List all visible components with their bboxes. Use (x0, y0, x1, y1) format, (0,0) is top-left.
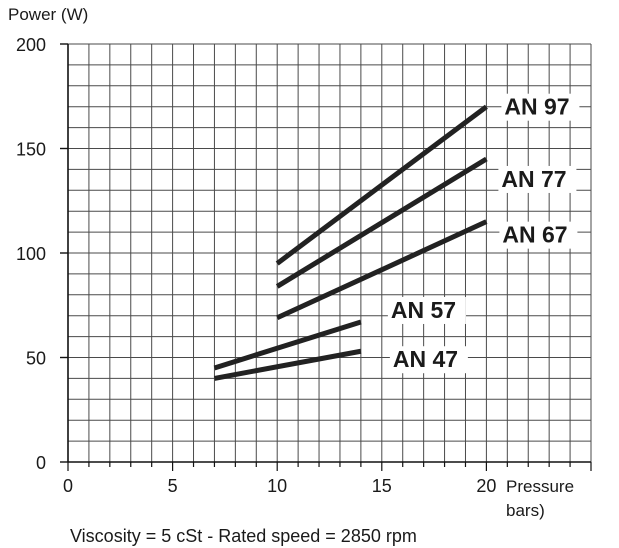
y-tick-label: 100 (16, 244, 46, 264)
y-tick-label: 0 (36, 453, 46, 473)
series-label-background (501, 93, 580, 121)
series-label-background (389, 346, 468, 374)
series-label: AN 77 (501, 166, 566, 192)
x-tick-label: 20 (476, 476, 496, 496)
y-tick-label: 200 (16, 35, 46, 55)
y-tick-label: 150 (16, 140, 46, 160)
series-label-background (498, 165, 577, 193)
x-tick-label: 10 (267, 476, 287, 496)
series-line-an-57 (213, 319, 362, 371)
series-label: AN 97 (504, 94, 569, 120)
series-label: AN 67 (502, 222, 567, 248)
series-label: AN 47 (393, 346, 458, 372)
series-label: AN 57 (391, 297, 456, 323)
series-label-background (387, 296, 466, 324)
x-tick-label: 15 (372, 476, 392, 496)
series-line-an-77 (275, 156, 488, 289)
y-tick-label: 50 (26, 349, 46, 369)
series-line-an-67 (276, 219, 488, 321)
series-label-background (499, 221, 578, 249)
series-lines (213, 104, 488, 381)
y-axis-title: Power (W) (8, 5, 88, 24)
x-axis-title-line-1: Pressure (506, 477, 574, 496)
series-line-an-97 (275, 104, 488, 266)
series-labels: AN 97 AN 77 AN 67 AN 57 AN 47 (387, 93, 580, 374)
footnote: Viscosity = 5 cSt - Rated speed = 2850 r… (70, 526, 417, 546)
x-axis-title-line-2: bars) (506, 501, 545, 520)
x-tick-label: 5 (168, 476, 178, 496)
axes: 0 50 100 150 200 0 5 10 15 20 (16, 35, 592, 496)
x-tick-label: 0 (63, 476, 73, 496)
series-line-an-47 (213, 348, 362, 381)
